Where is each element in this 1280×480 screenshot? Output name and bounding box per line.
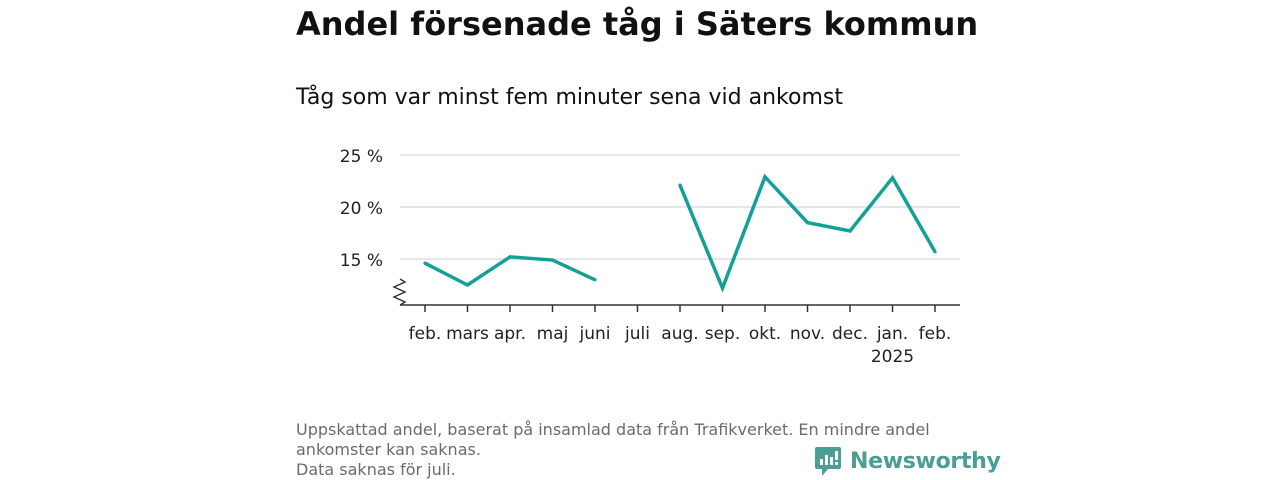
x-tick-label: jan. [876, 324, 908, 344]
series-line-segment-1 [678, 173, 937, 293]
x-tick-label: juli [624, 324, 650, 344]
line-chart: 15 %20 %25 % feb. mars apr. maj juni juli aug.… [340, 147, 960, 367]
newsworthy-logo-icon [815, 447, 841, 476]
x-tick-label: apr. [494, 324, 526, 344]
data-point [763, 175, 767, 179]
x-tick-label: feb. [919, 324, 952, 344]
y-tick-label: 25 % [340, 147, 383, 167]
y-tick-label: 20 % [340, 199, 383, 219]
gridlines [400, 154, 960, 260]
footnote-source-cont: ankomster kan saknas. [296, 440, 481, 459]
x-tick-label: aug. [661, 324, 698, 344]
series-lines [423, 173, 937, 293]
x-tick-label: dec. [832, 324, 868, 344]
x-axis-ticks: feb. mars apr. maj juni juli aug. sep. okt. nov. d… [409, 305, 952, 367]
x-tick-label: juni [579, 324, 611, 344]
newsworthy-logo[interactable]: Newsworthy [814, 444, 1001, 478]
brand-name: Newsworthy [850, 448, 1001, 474]
x-axis [392, 278, 960, 306]
footnote-missing: Data saknas för juli. [296, 460, 456, 479]
series-line-segment-0 [424, 255, 596, 288]
chart-subtitle: Tåg som var minst fem minuter sena vid a… [296, 85, 843, 110]
data-point [508, 255, 512, 259]
data-point [720, 286, 725, 290]
data-point [465, 283, 470, 287]
footnotes: Uppskattad andel, baserat på insamlad da… [296, 420, 986, 480]
data-point [805, 221, 810, 225]
data-point [423, 261, 427, 265]
x-tick-label: mars [446, 324, 489, 344]
x-tick-label: nov. [790, 324, 825, 344]
y-axis-ticks: 15 % 20 % 25 % [340, 147, 383, 271]
data-point [890, 176, 895, 180]
chart-title: Andel försenade tåg i Säters kommun [296, 5, 979, 43]
y-tick-label: 15 % [340, 251, 383, 271]
footnote-source: Uppskattad andel, baserat på insamlad da… [296, 420, 930, 439]
data-point [933, 250, 937, 254]
axis-break-symbol [392, 278, 407, 306]
data-point [550, 258, 555, 262]
x-tick-label: feb. [409, 324, 442, 344]
x-year-label: 2025 [871, 347, 914, 367]
data-point [848, 229, 852, 233]
data-point [678, 183, 682, 187]
x-tick-label: okt. [749, 324, 781, 344]
data-point [593, 278, 597, 282]
x-tick-label: sep. [705, 324, 741, 344]
x-tick-label: maj [537, 324, 569, 344]
